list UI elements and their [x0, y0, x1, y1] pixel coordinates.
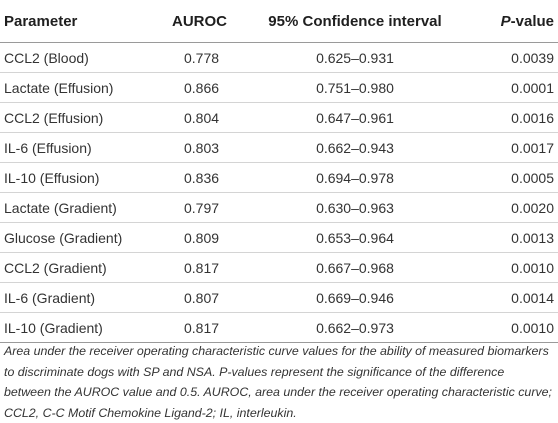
header-auroc: AUROC	[168, 0, 252, 43]
header-p-value-suffix: -value	[510, 12, 554, 30]
cell-auroc: 0.836	[168, 162, 252, 193]
table-body: CCL2 (Blood) 0.778 0.625–0.931 0.0039 Lactat…	[0, 42, 558, 343]
cell-auroc: 0.817	[168, 312, 252, 343]
cell-parameter: CCL2 (Effusion)	[0, 102, 168, 133]
cell-confidence-interval: 0.625–0.931	[252, 42, 458, 73]
cell-p-value: 0.0039	[458, 42, 558, 73]
auroc-table: Parameter AUROC 95% Confidence interval …	[0, 0, 558, 343]
cell-auroc: 0.803	[168, 132, 252, 163]
header-confidence-interval: 95% Confidence interval	[252, 0, 458, 43]
header-row: Parameter AUROC 95% Confidence interval …	[0, 0, 558, 43]
table-row: IL-10 (Gradient) 0.817 0.662–0.973 0.0010	[0, 312, 558, 343]
cell-confidence-interval: 0.662–0.973	[252, 312, 458, 343]
cell-confidence-interval: 0.630–0.963	[252, 192, 458, 223]
table-row: CCL2 (Effusion) 0.804 0.647–0.961 0.0016	[0, 102, 558, 133]
table-row: IL-10 (Effusion) 0.836 0.694–0.978 0.0005	[0, 162, 558, 193]
header-parameter: Parameter	[0, 0, 168, 43]
cell-p-value: 0.0005	[458, 162, 558, 193]
cell-confidence-interval: 0.647–0.961	[252, 102, 458, 133]
table-row: IL-6 (Effusion) 0.803 0.662–0.943 0.0017	[0, 132, 558, 163]
table-header: Parameter AUROC 95% Confidence interval …	[0, 0, 558, 43]
cell-p-value: 0.0013	[458, 222, 558, 253]
table-row: CCL2 (Gradient) 0.817 0.667–0.968 0.0010	[0, 252, 558, 283]
cell-p-value: 0.0017	[458, 132, 558, 163]
results-table-container: Parameter AUROC 95% Confidence interval …	[0, 0, 558, 343]
cell-p-value: 0.0020	[458, 192, 558, 223]
cell-parameter: IL-10 (Gradient)	[0, 312, 168, 343]
table-row: Glucose (Gradient) 0.809 0.653–0.964 0.0013	[0, 222, 558, 253]
header-p-value: P-value	[458, 0, 558, 43]
cell-auroc: 0.797	[168, 192, 252, 223]
cell-auroc: 0.807	[168, 282, 252, 313]
table-row: IL-6 (Gradient) 0.807 0.669–0.946 0.0014	[0, 282, 558, 313]
cell-parameter: Lactate (Effusion)	[0, 72, 168, 103]
cell-parameter: IL-6 (Gradient)	[0, 282, 168, 313]
table-row: Lactate (Effusion) 0.866 0.751–0.980 0.0001	[0, 72, 558, 103]
cell-p-value: 0.0010	[458, 312, 558, 343]
cell-p-value: 0.0016	[458, 102, 558, 133]
cell-confidence-interval: 0.667–0.968	[252, 252, 458, 283]
cell-p-value: 0.0001	[458, 72, 558, 103]
cell-confidence-interval: 0.669–0.946	[252, 282, 458, 313]
cell-auroc: 0.866	[168, 72, 252, 103]
cell-parameter: CCL2 (Gradient)	[0, 252, 168, 283]
cell-p-value: 0.0010	[458, 252, 558, 283]
cell-auroc: 0.778	[168, 42, 252, 73]
cell-confidence-interval: 0.751–0.980	[252, 72, 458, 103]
cell-parameter: CCL2 (Blood)	[0, 42, 168, 73]
cell-p-value: 0.0014	[458, 282, 558, 313]
cell-confidence-interval: 0.653–0.964	[252, 222, 458, 253]
cell-auroc: 0.804	[168, 102, 252, 133]
header-p-value-italic: P	[500, 12, 511, 30]
cell-confidence-interval: 0.662–0.943	[252, 132, 458, 163]
cell-auroc: 0.809	[168, 222, 252, 253]
cell-parameter: IL-6 (Effusion)	[0, 132, 168, 163]
table-row: Lactate (Gradient) 0.797 0.630–0.963 0.0020	[0, 192, 558, 223]
cell-parameter: IL-10 (Effusion)	[0, 162, 168, 193]
cell-parameter: Glucose (Gradient)	[0, 222, 168, 253]
table-row: CCL2 (Blood) 0.778 0.625–0.931 0.0039	[0, 42, 558, 73]
cell-confidence-interval: 0.694–0.978	[252, 162, 458, 193]
cell-parameter: Lactate (Gradient)	[0, 192, 168, 223]
cell-auroc: 0.817	[168, 252, 252, 283]
table-caption: Area under the receiver operating charac…	[4, 344, 552, 420]
